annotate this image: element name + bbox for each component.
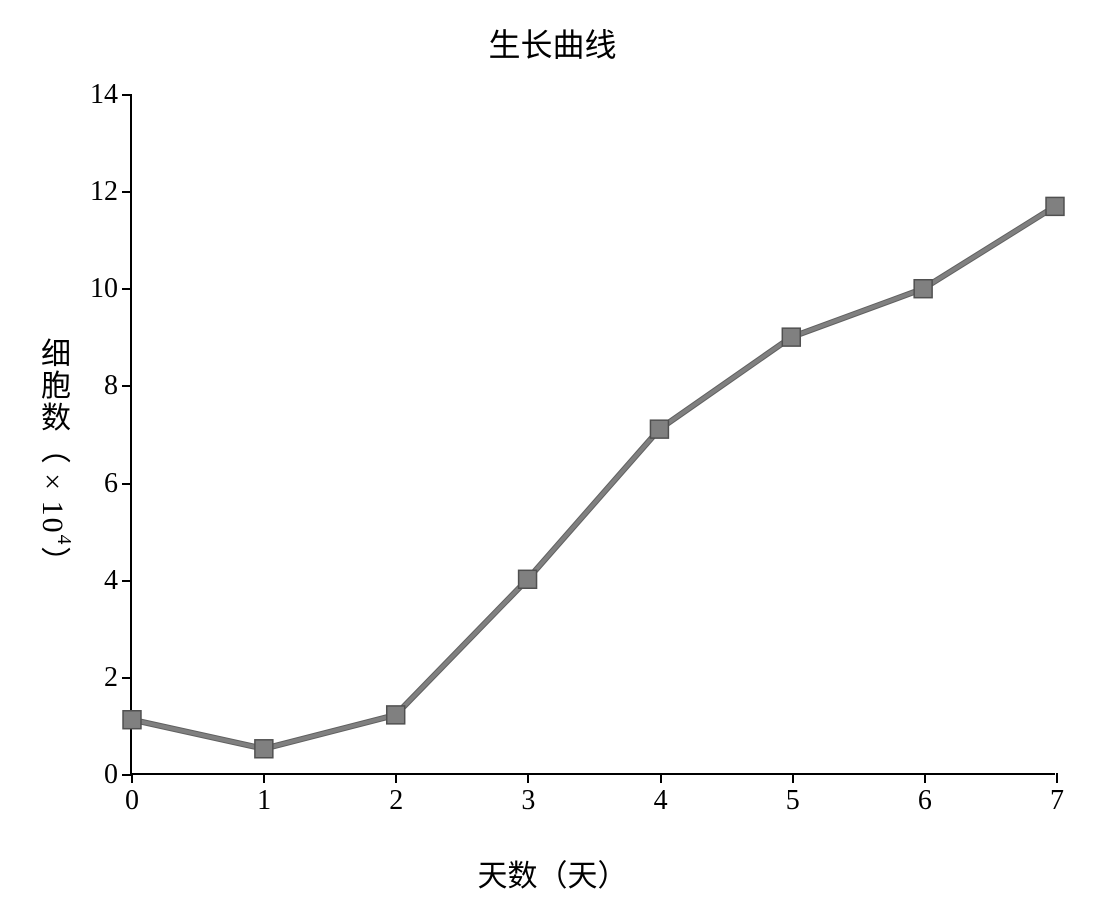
chart-container: 生长曲线 细胞数（×104） 02468101214 01234567 天数（天… bbox=[0, 0, 1105, 915]
marker-group bbox=[123, 197, 1064, 757]
data-marker bbox=[123, 711, 141, 729]
y-tick bbox=[122, 191, 132, 193]
x-tick bbox=[527, 773, 529, 783]
x-tick bbox=[131, 773, 133, 783]
x-tick bbox=[395, 773, 397, 783]
chart-svg bbox=[132, 95, 1055, 773]
data-marker bbox=[519, 570, 537, 588]
y-tick-label: 0 bbox=[104, 759, 118, 791]
x-tick-label: 0 bbox=[125, 785, 139, 817]
data-marker bbox=[914, 280, 932, 298]
x-tick-label: 5 bbox=[786, 785, 800, 817]
data-marker bbox=[650, 420, 668, 438]
y-tick bbox=[122, 580, 132, 582]
x-tick bbox=[1056, 773, 1058, 783]
x-tick-label: 3 bbox=[521, 785, 535, 817]
y-tick bbox=[122, 677, 132, 679]
y-axis-title-prefix: 细胞数（×10 bbox=[36, 337, 69, 534]
y-tick bbox=[122, 94, 132, 96]
x-tick-label: 7 bbox=[1050, 785, 1064, 817]
x-tick-label: 4 bbox=[654, 785, 668, 817]
plot-area: 02468101214 01234567 bbox=[130, 95, 1055, 775]
y-tick-label: 12 bbox=[90, 176, 118, 208]
data-marker bbox=[387, 706, 405, 724]
y-tick-label: 2 bbox=[104, 662, 118, 694]
y-tick-label: 6 bbox=[104, 468, 118, 500]
y-tick-label: 14 bbox=[90, 79, 118, 111]
x-axis-title: 天数（天） bbox=[0, 851, 1105, 895]
x-tick bbox=[263, 773, 265, 783]
x-tick bbox=[792, 773, 794, 783]
data-marker bbox=[782, 328, 800, 346]
x-tick-label: 1 bbox=[257, 785, 271, 817]
y-axis-title-exponent: 4 bbox=[53, 534, 74, 546]
data-marker bbox=[255, 740, 273, 758]
x-tick-label: 2 bbox=[389, 785, 403, 817]
y-tick-label: 4 bbox=[104, 565, 118, 597]
x-tick bbox=[660, 773, 662, 783]
y-tick bbox=[122, 385, 132, 387]
y-tick-label: 8 bbox=[104, 370, 118, 402]
y-axis-title-suffix: ） bbox=[36, 546, 69, 578]
y-tick-label: 10 bbox=[90, 273, 118, 305]
y-axis-title: 细胞数（×104） bbox=[30, 337, 74, 578]
x-tick-label: 6 bbox=[918, 785, 932, 817]
chart-title: 生长曲线 bbox=[0, 20, 1105, 66]
data-marker bbox=[1046, 197, 1064, 215]
x-tick bbox=[924, 773, 926, 783]
y-tick bbox=[122, 288, 132, 290]
y-tick bbox=[122, 483, 132, 485]
